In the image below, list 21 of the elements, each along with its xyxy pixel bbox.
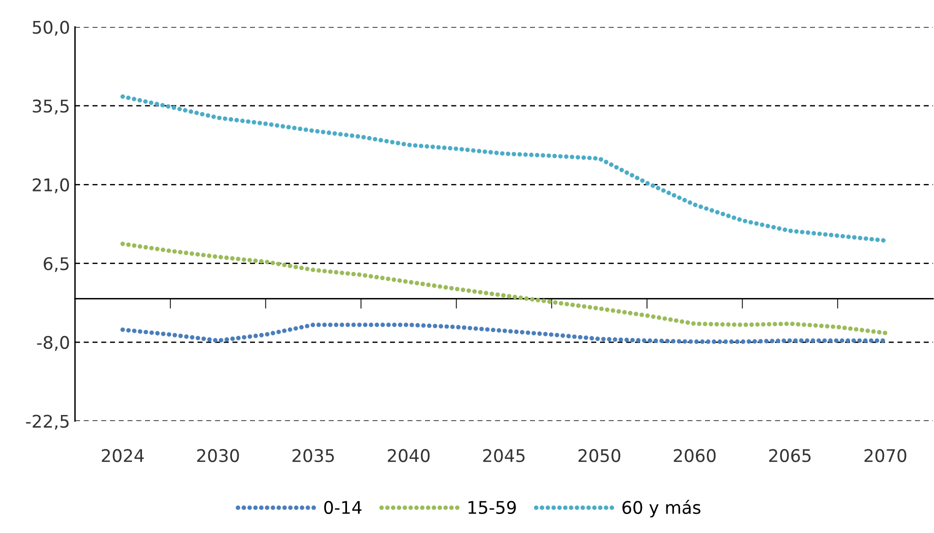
x-tick-label: 2060 [674, 449, 716, 462]
line-series [120, 94, 888, 243]
x-tick-label: 2030 [197, 449, 239, 462]
legend-label: 0-14 [324, 500, 362, 514]
y-tick-label: -8,0 [37, 336, 69, 351]
line-series [120, 242, 888, 336]
legend-label: 15-59 [468, 500, 516, 514]
x-tick-label: 2070 [864, 449, 906, 462]
x-tick-label: 2065 [769, 449, 811, 462]
x-tick-label: 2040 [388, 449, 430, 462]
x-tick-label: 2050 [578, 449, 620, 462]
y-tick-label: 6,5 [44, 257, 69, 272]
x-tick-label: 2024 [102, 449, 144, 462]
y-tick-label: 35,5 [32, 100, 69, 114]
line-series [120, 322, 888, 344]
x-tick-label: 2035 [292, 449, 334, 462]
y-tick-label: 50,0 [32, 20, 69, 36]
x-tick-label: 2045 [483, 449, 525, 462]
y-tick-label: 21,0 [32, 178, 69, 194]
y-tick-label: -22,5 [26, 414, 69, 430]
legend-label: 60 y más [622, 500, 700, 518]
